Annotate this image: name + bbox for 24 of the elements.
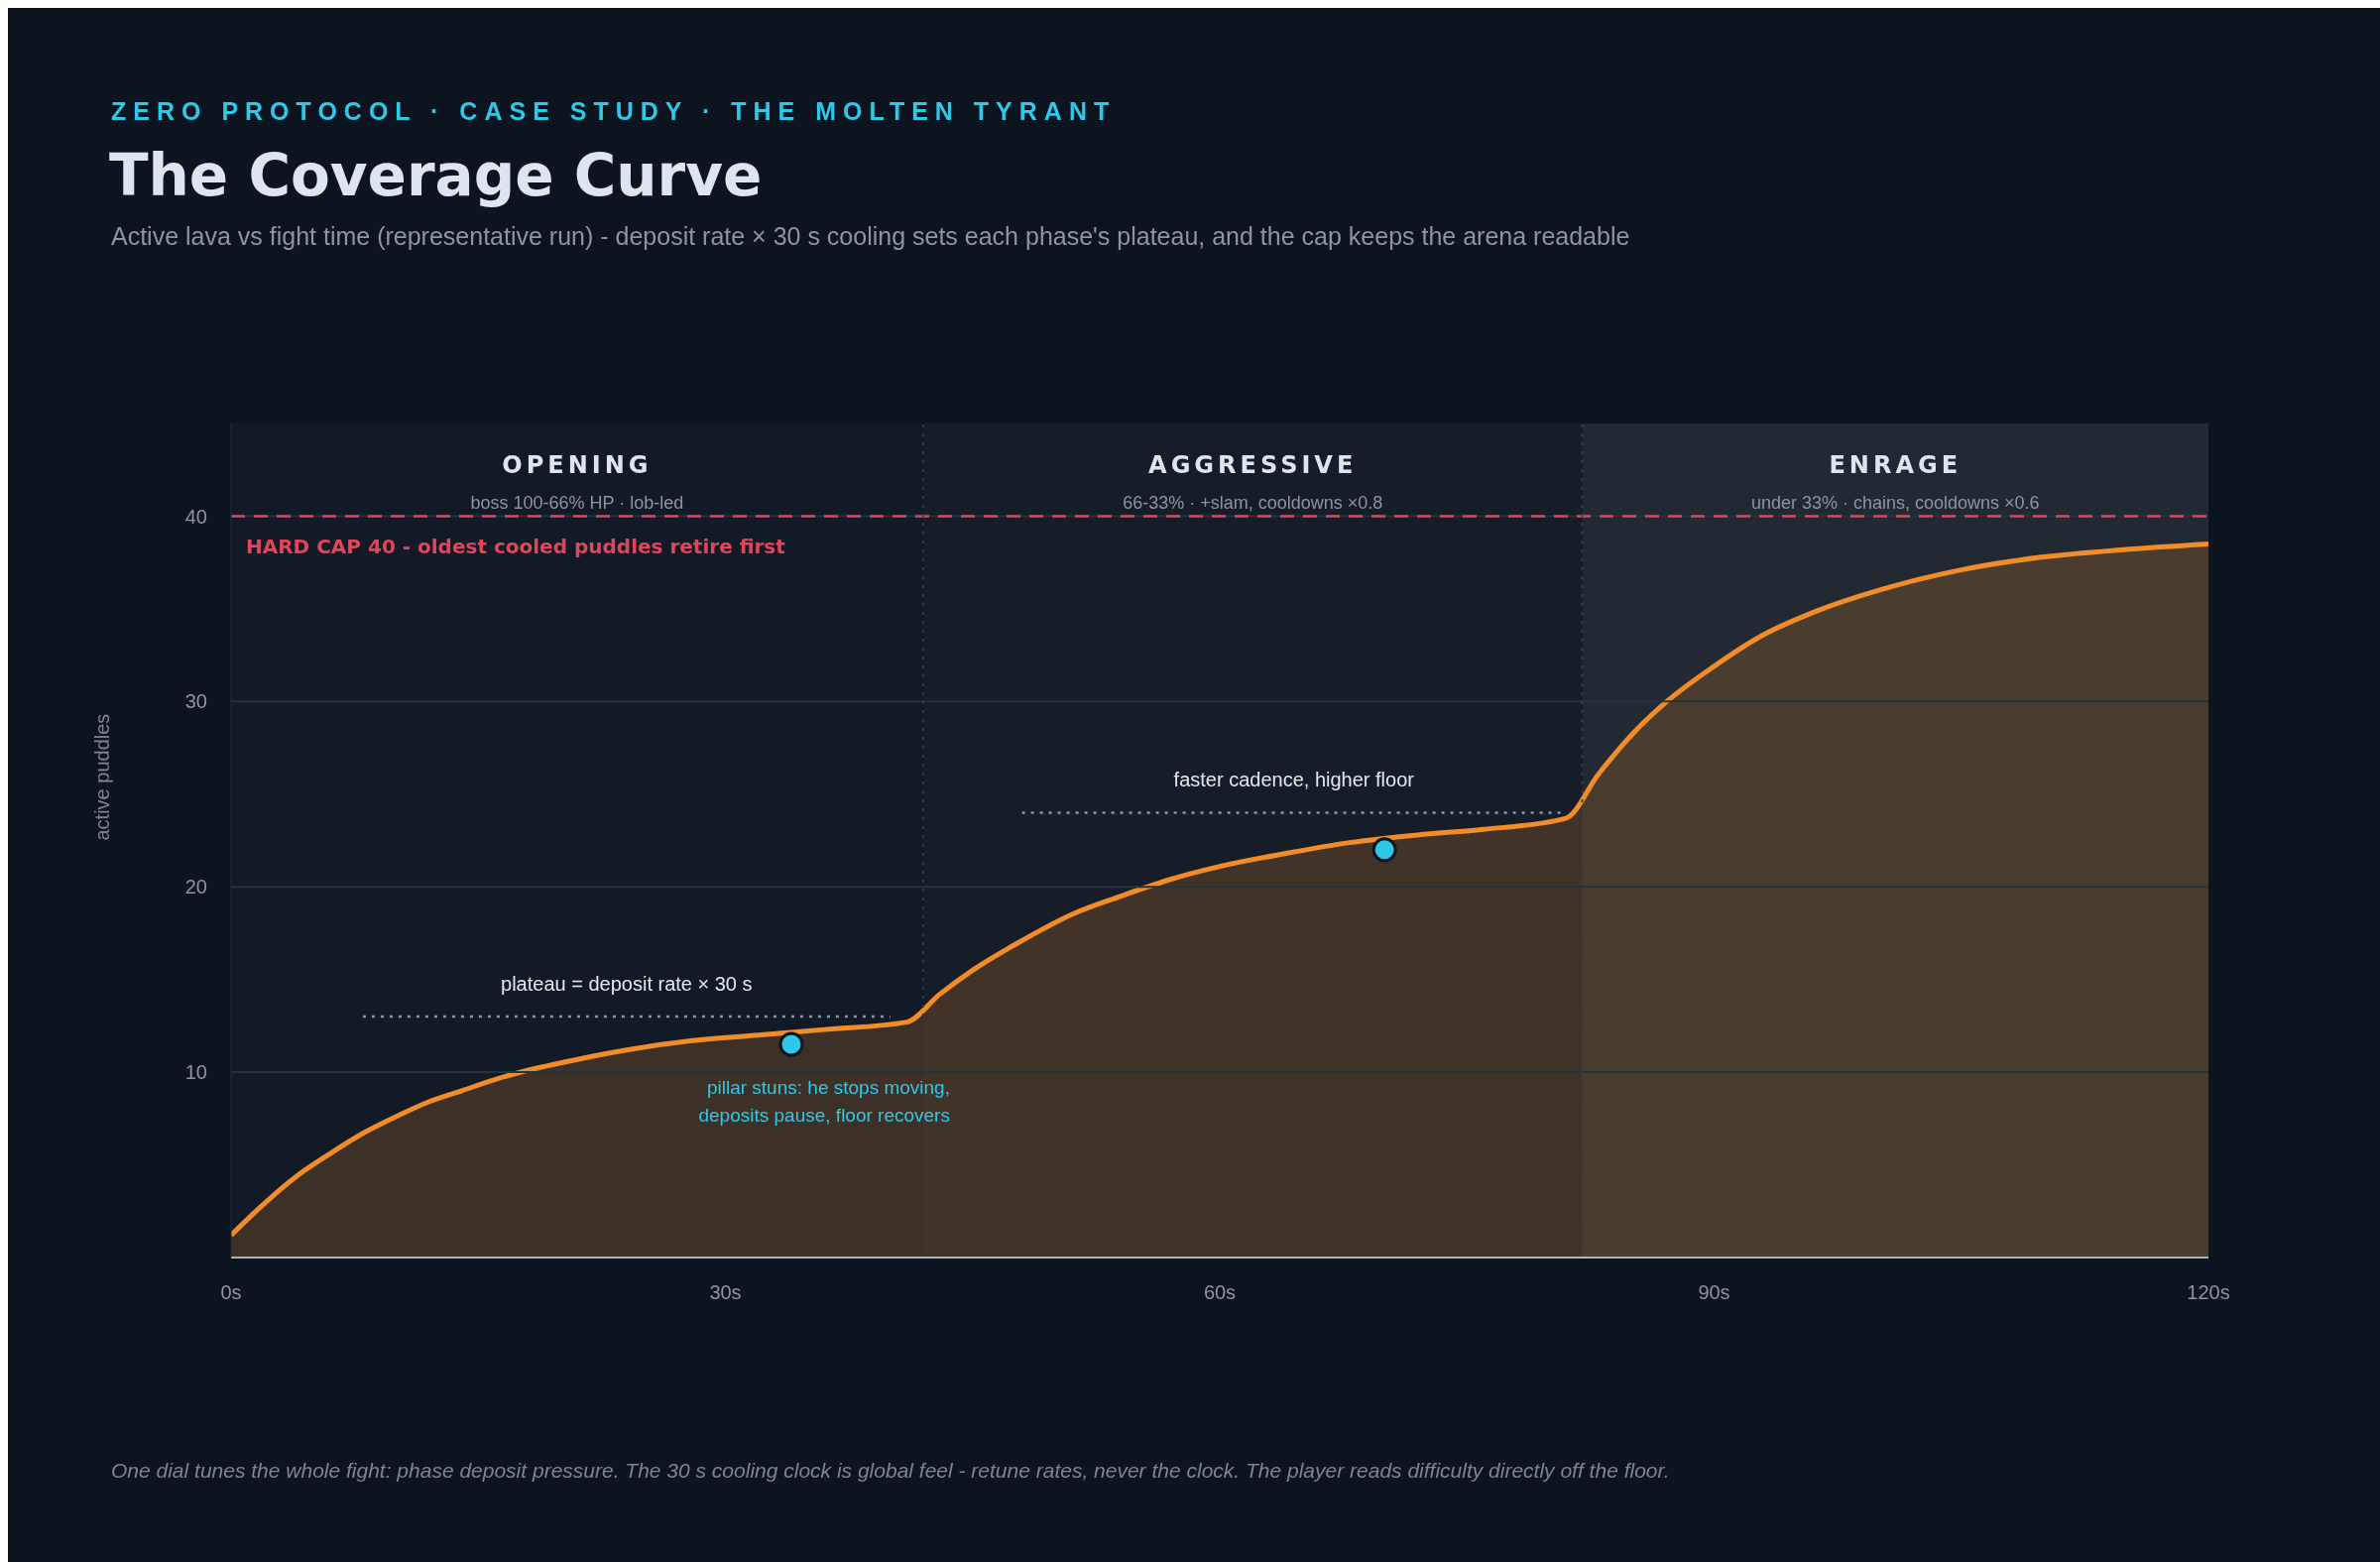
text: One dial tunes the whole fight: phase deposit pressure. The 30 s cooling clock is global feel - retune rates, never the clock. The player reads difficulty directly off the floor. [111,1459,1670,1483]
y-tick-label: 20 [184,876,207,899]
x-tick-label: 60s [1203,1281,1237,1304]
chart-title: The Coverage Curve [109,142,763,209]
text: ZERO PROTOCOL · CASE STUDY · THE MOLTEN TYRANT [111,97,1117,126]
y-tick-label: 10 [184,1061,207,1084]
x-tick-label: 120s [2187,1281,2230,1304]
y-tick-label: 30 [184,690,207,713]
x-tick-label: 90s [1698,1281,1730,1304]
annotation: pillar stuns: he stops moving, deposits pause, floor recovers [697,1076,950,1129]
chart-subtitle: Active lava vs fight time (representative run) - deposit rate × 30 s cooling sets each phase's plateau, and the cap keeps the arena readable [111,222,1630,251]
annotation: 66-33% · +slam, cooldowns ×0.8 [1122,493,1384,514]
band-label: OPENING [502,451,653,479]
x-tick-label: 0s [220,1281,242,1304]
y-axis-title: active puddles [91,713,114,841]
annotation: plateau = deposit rate × 30 s [500,973,754,997]
annotation: boss 100-66% HP · lob-led [469,493,685,514]
annotation: faster cadence, higher floor [1172,769,1415,792]
y-tick-label: 40 [184,505,207,528]
annotation: under 33% · chains, cooldowns ×0.6 [1749,493,2041,514]
ref-line-label: HARD CAP 40 - oldest cooled puddles retire first [246,535,786,559]
band-label: AGGRESSIVE [1148,451,1358,479]
x-tick-label: 30s [709,1281,742,1304]
band-label: ENRAGE [1829,451,1963,479]
